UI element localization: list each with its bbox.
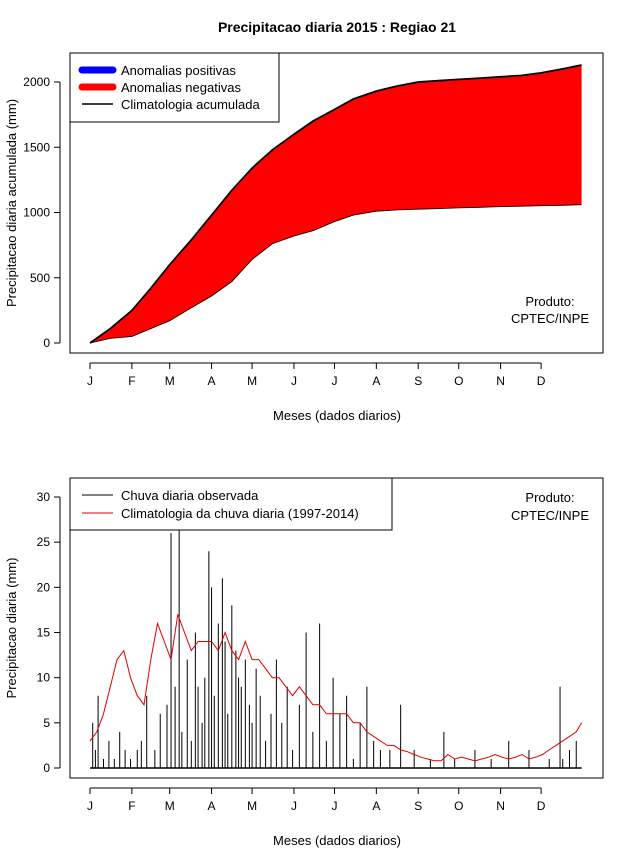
p1-x-tick-label: F (128, 374, 135, 388)
p2-y-tick-label: 5 (43, 716, 50, 730)
daily-chart: J F M A M J J A S O N D 0 5 10 15 20 25 30 Chuva diaria ob… (4, 477, 604, 848)
legend-label-observed: Chuva diaria observada (121, 488, 259, 503)
p2-x-tick-label: O (454, 799, 463, 813)
p2-y-tick-label: 10 (37, 671, 51, 685)
plot-frame (69, 52, 604, 354)
p1-x-tick-label: A (208, 374, 216, 388)
legend: Chuva diaria observada Climatologia da c… (69, 477, 393, 531)
x-axis-label: Meses (dados diarios) (273, 408, 401, 423)
climatology-daily-line (89, 614, 583, 762)
p1-x-tick-label: A (372, 374, 380, 388)
p1-y-tick-label: 0 (43, 336, 50, 350)
axes: J F M A M J J A S O N D 0 500 1000 1500 2000 (23, 75, 545, 388)
p2-y-tick-label: 20 (37, 580, 51, 594)
p2-x-tick-label: S (414, 799, 422, 813)
legend-label-positive: Anomalias positivas (121, 63, 236, 78)
p2-x-tick-label: F (128, 799, 135, 813)
p1-y-tick-label: 2000 (23, 75, 50, 89)
p2-y-tick-label: 25 (37, 535, 51, 549)
p2-x-tick-label: A (372, 799, 380, 813)
p2-x-tick-label: A (208, 799, 216, 813)
observed-bars (90, 524, 582, 769)
legend: Anomalias positivas Anomalias negativas … (69, 52, 280, 123)
p1-x-tick-label: J (87, 374, 93, 388)
p1-x-tick-label: N (496, 374, 505, 388)
y-axis-label: Precipitacao diaria acumulada (mm) (4, 99, 19, 307)
p1-y-tick-label: 1500 (23, 140, 50, 154)
x-axis-label: Meses (dados diarios) (273, 833, 401, 848)
figure-title: Precipitacao diaria 2015 : Regiao 21 (218, 19, 456, 35)
legend-label-negative: Anomalias negativas (121, 80, 241, 95)
climatology-cumulative-line (89, 64, 582, 344)
credit-cptec: CPTEC/INPE (511, 311, 589, 326)
p2-x-tick-label: D (537, 799, 546, 813)
credit-cptec: CPTEC/INPE (511, 508, 589, 523)
p2-y-tick-label: 15 (37, 626, 51, 640)
p1-y-tick-label: 1000 (23, 206, 50, 220)
p1-x-tick-label: S (414, 374, 422, 388)
p2-x-tick-label: N (496, 799, 505, 813)
p1-x-tick-label: M (165, 374, 175, 388)
credit-produto: Produto: (525, 490, 574, 505)
cumulative-chart: J F M A M J J A S O N D 0 500 1000 1500 2000 Anomalias p… (4, 52, 604, 423)
p2-y-tick-label: 0 (43, 761, 50, 775)
p1-x-tick-label: D (537, 374, 546, 388)
p2-x-tick-label: J (291, 799, 297, 813)
climatology-line (89, 614, 583, 762)
negative-anomaly-fill (90, 65, 582, 343)
axes: J F M A M J J A S O N D 0 5 10 15 20 25 30 (37, 490, 546, 813)
legend-label-climatology: Climatologia acumulada (121, 97, 261, 112)
credit-produto: Produto: (525, 294, 574, 309)
cumulative-lines (89, 64, 582, 344)
y-axis-label: Precipitacao diaria (mm) (4, 558, 19, 699)
legend-box (69, 477, 393, 531)
p2-x-tick-label: M (247, 799, 257, 813)
legend-label-climatology: Climatologia da chuva diaria (1997-2014) (121, 506, 359, 521)
p1-x-tick-label: M (247, 374, 257, 388)
p2-y-tick-label: 30 (37, 490, 51, 504)
p2-x-tick-label: J (87, 799, 93, 813)
p1-x-tick-label: O (454, 374, 463, 388)
p2-x-tick-label: J (331, 799, 337, 813)
p1-x-tick-label: J (291, 374, 297, 388)
anomaly-area (90, 65, 582, 343)
observed-cumulative-line (89, 204, 582, 344)
p1-y-tick-label: 500 (30, 271, 50, 285)
p1-x-tick-label: J (331, 374, 337, 388)
p2-x-tick-label: M (165, 799, 175, 813)
